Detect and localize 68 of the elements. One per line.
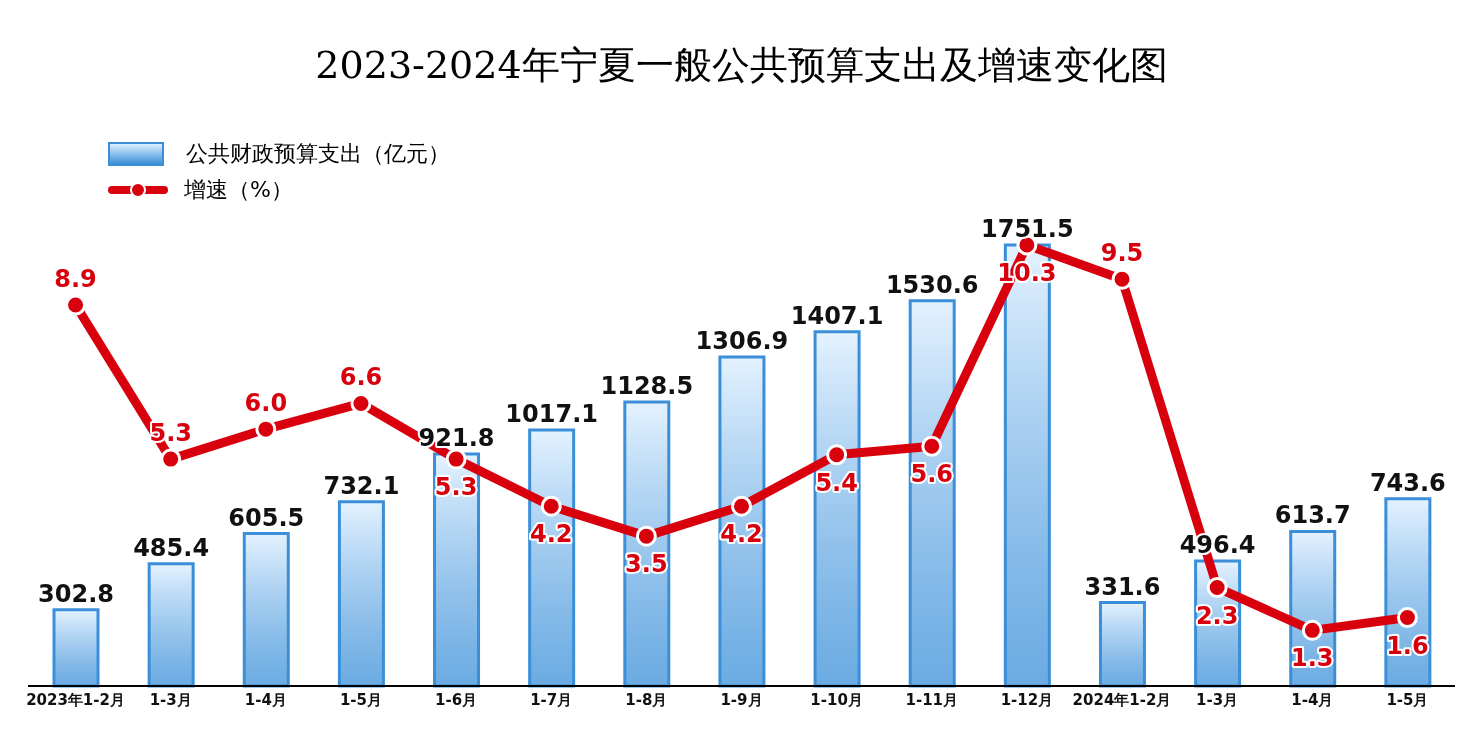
legend-label: 增速（%） (184, 176, 293, 204)
data-label: 743.6 (1369, 468, 1446, 497)
point (540, 495, 562, 517)
point (1396, 607, 1418, 628)
x-tick-label: 2023年1-2月 (26, 690, 125, 709)
data-label: 2.3 (1195, 601, 1239, 630)
data-label: 5.3 (434, 473, 478, 502)
data-label: 4.2 (529, 520, 573, 549)
x-tick-label: 1-4月 (1291, 690, 1334, 709)
x-tick-label: 1-3月 (1196, 690, 1239, 709)
x-tick-label: 1-7月 (530, 690, 573, 709)
x-tick-label: 1-6月 (435, 690, 478, 709)
data-label: 605.5 (228, 503, 305, 532)
point (65, 294, 87, 316)
point (160, 448, 182, 470)
bar (718, 355, 766, 688)
data-label: 5.6 (910, 460, 954, 489)
point (635, 525, 657, 547)
point (921, 435, 943, 457)
data-label: 9.5 (1100, 239, 1144, 268)
x-tick-label: 1-5月 (339, 690, 383, 709)
data-label: 613.7 (1274, 501, 1351, 530)
point (1206, 577, 1228, 599)
bar (528, 428, 576, 688)
point (826, 444, 848, 466)
data-label: 5.4 (815, 468, 858, 497)
x-tick-label: 1-5月 (1386, 690, 1429, 709)
data-label: 1128.5 (600, 371, 694, 400)
x-tick-label: 1-3月 (149, 690, 192, 709)
data-label: 1751.5 (981, 215, 1074, 244)
bar (337, 500, 385, 688)
point (731, 495, 752, 517)
chart-title: 2023-2024年宁夏一般公共预算支出及增速变化图 (314, 42, 1169, 89)
point (1301, 619, 1323, 641)
bar (242, 532, 290, 688)
point (445, 448, 467, 470)
x-tick-label: 1-8月 (625, 690, 668, 709)
x-tick-label: 1-11月 (905, 690, 959, 709)
data-label: 302.8 (38, 579, 114, 608)
bar (1098, 601, 1146, 688)
bar (1384, 497, 1432, 688)
data-label: 3.5 (625, 550, 668, 579)
bar (908, 299, 956, 688)
data-label: 1306.9 (695, 326, 789, 355)
bar (813, 330, 861, 688)
data-label: 732.1 (323, 471, 400, 500)
x-tick-label: 1-10月 (810, 690, 863, 709)
data-label: 8.9 (54, 264, 97, 293)
data-label: 331.6 (1084, 572, 1161, 601)
data-label: 1017.1 (505, 399, 598, 428)
x-tick-label: 1-12月 (1000, 690, 1054, 709)
data-label: 1407.1 (790, 301, 884, 330)
bar (147, 562, 195, 688)
data-label: 4.2 (720, 520, 763, 549)
x-tick-label: 1-4月 (244, 690, 287, 709)
point (1111, 268, 1133, 290)
data-label: 1.3 (1291, 644, 1334, 673)
data-label: 485.4 (133, 533, 210, 562)
data-label: 1.6 (1386, 631, 1429, 660)
data-label: 6.0 (244, 389, 288, 418)
point (255, 418, 277, 440)
bar (623, 400, 671, 688)
legend-label: 公共财政预算支出（亿元） (186, 140, 450, 168)
bar (52, 608, 100, 688)
x-tick-label: 1-9月 (720, 690, 763, 709)
x-tick-label: 2024年1-2月 (1072, 690, 1172, 709)
data-label: 1530.6 (885, 270, 979, 299)
data-label: 6.6 (339, 363, 383, 392)
